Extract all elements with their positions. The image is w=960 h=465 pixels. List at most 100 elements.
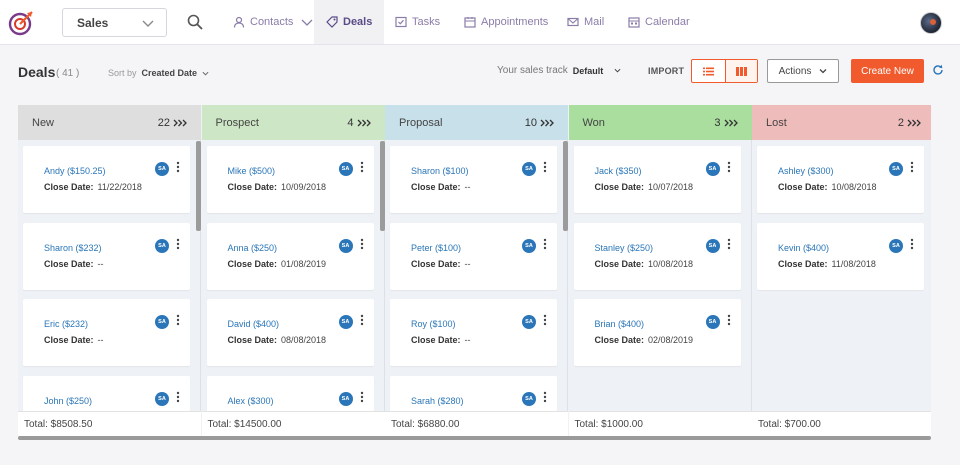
sort-by-value: Created Date <box>141 68 198 78</box>
stage-column-lost: Lost 2 Ashley ($300) SA Close Date: 10/08/201… <box>752 105 931 436</box>
deal-name-link[interactable]: Anna ($250) <box>227 243 278 253</box>
deal-card[interactable]: Eric ($232) SA Close Date: -- <box>23 299 190 366</box>
app-logo-icon[interactable] <box>8 10 34 36</box>
close-date-label: Close Date: <box>778 182 828 192</box>
deal-name-link[interactable]: Ashley ($300) <box>778 166 834 176</box>
column-scrollbar[interactable] <box>379 141 385 231</box>
deal-card[interactable]: Brian ($400) SA Close Date: 02/08/2019 <box>573 299 741 366</box>
more-options-icon[interactable] <box>176 314 180 326</box>
deal-name-link[interactable]: Sharon ($100) <box>411 166 469 176</box>
column-scrollbar[interactable] <box>563 141 568 231</box>
deal-name-link[interactable]: Stanley ($250) <box>594 243 654 253</box>
deal-name-link[interactable]: David ($400) <box>227 319 280 329</box>
deal-card[interactable]: Anna ($250) SA Close Date: 01/08/2019 <box>206 223 374 290</box>
deal-name-link[interactable]: John ($250) <box>44 396 93 406</box>
owner-badge: SA <box>522 315 536 329</box>
deal-count: ( 41 ) <box>56 68 80 79</box>
deal-name-link[interactable]: Roy ($100) <box>411 319 456 329</box>
close-date: Close Date: 10/08/2018 <box>778 182 877 192</box>
more-options-icon[interactable] <box>543 238 547 250</box>
chevrons-right-icon <box>540 119 554 126</box>
deal-card[interactable]: Stanley ($250) SA Close Date: 10/08/2018 <box>573 223 741 290</box>
chevron-down-icon <box>142 20 154 27</box>
stage-column-won: Won 3 Jack ($350) SA Close Date: 10/07/2018 St… <box>568 105 752 436</box>
deal-name-link[interactable]: Eric ($232) <box>44 319 89 329</box>
nav-item-contacts[interactable]: Contacts <box>233 0 313 44</box>
column-scrollbar[interactable] <box>196 141 201 231</box>
more-options-icon[interactable] <box>910 161 914 173</box>
more-options-icon[interactable] <box>543 314 547 326</box>
deal-card[interactable]: Sharon ($100) SA Close Date: -- <box>390 146 557 213</box>
sales-track-value: Default <box>572 65 604 76</box>
horizontal-scrollbar[interactable] <box>18 436 931 440</box>
board-view-button[interactable] <box>724 60 757 82</box>
more-options-icon[interactable] <box>543 161 547 173</box>
nav-item-label: Tasks <box>412 16 441 28</box>
stage-column-prospect: Prospect 4 Mike ($500) SA Close Date: 10/09/2… <box>201 105 385 436</box>
close-date-label: Close Date: <box>594 335 645 345</box>
more-options-icon[interactable] <box>360 161 364 173</box>
sort-by-control[interactable]: Sort by Created Date <box>108 68 209 78</box>
more-options-icon[interactable] <box>727 314 731 326</box>
more-options-icon[interactable] <box>360 391 364 403</box>
deal-name-link[interactable]: Peter ($100) <box>411 243 462 253</box>
more-options-icon[interactable] <box>176 238 180 250</box>
more-options-icon[interactable] <box>543 391 547 403</box>
more-options-icon[interactable] <box>176 391 180 403</box>
stage-header[interactable]: Won 3 <box>568 105 752 140</box>
view-toggle <box>691 59 758 83</box>
actions-button[interactable]: Actions <box>767 59 839 83</box>
nav-item-calendar[interactable]: Calendar <box>628 0 690 44</box>
more-options-icon[interactable] <box>176 161 180 173</box>
close-date: Close Date: 08/08/2018 <box>228 335 327 345</box>
stage-column-proposal: Proposal 10 Sharon ($100) SA Close Date: -- Pe… <box>385 105 568 436</box>
list-view-button[interactable] <box>692 60 725 82</box>
deal-card[interactable]: Roy ($100) SA Close Date: -- <box>390 299 557 366</box>
deal-card[interactable]: Peter ($100) SA Close Date: -- <box>390 223 557 290</box>
stage-header[interactable]: Proposal 10 <box>385 105 568 140</box>
deal-card[interactable]: David ($400) SA Close Date: 08/08/2018 <box>206 299 374 366</box>
deal-card[interactable]: Mike ($500) SA Close Date: 10/09/2018 <box>206 146 374 213</box>
deal-card[interactable]: Sharon ($232) SA Close Date: -- <box>23 223 190 290</box>
stage-name: Lost <box>766 116 787 129</box>
deal-name-link[interactable]: Kevin ($400) <box>778 243 830 253</box>
more-options-icon[interactable] <box>360 314 364 326</box>
owner-badge: SA <box>705 315 720 329</box>
more-options-icon[interactable] <box>910 238 914 250</box>
more-options-icon[interactable] <box>727 161 731 173</box>
deal-name-link[interactable]: Jack ($350) <box>594 166 642 176</box>
sort-by-label: Sort by <box>108 68 137 78</box>
deal-name-link[interactable]: Sharon ($232) <box>44 243 102 253</box>
import-link[interactable]: IMPORT <box>648 66 685 76</box>
deal-card[interactable]: Jack ($350) SA Close Date: 10/07/2018 <box>573 146 741 213</box>
deal-card[interactable]: Andy ($150.25) SA Close Date: 11/22/2018 <box>23 146 190 213</box>
nav-item-tasks[interactable]: Tasks <box>395 0 440 44</box>
close-date: Close Date: 11/22/2018 <box>44 182 142 192</box>
deal-name-link[interactable]: Sarah ($280) <box>411 396 464 406</box>
sales-track-control[interactable]: Your sales track Default <box>497 65 621 76</box>
stage-header[interactable]: Prospect 4 <box>201 105 385 140</box>
stage-header[interactable]: Lost 2 <box>752 105 931 140</box>
refresh-icon[interactable] <box>932 64 944 76</box>
close-date-value: 11/08/2018 <box>831 259 876 269</box>
nav-item-mail[interactable]: Mail <box>567 0 604 44</box>
search-icon[interactable] <box>187 14 203 30</box>
deal-name-link[interactable]: Mike ($500) <box>227 166 276 176</box>
nav-item-deals[interactable]: Deals <box>314 0 385 44</box>
nav-item-label: Contacts <box>250 16 294 28</box>
close-date-value: -- <box>97 335 104 345</box>
close-date-label: Close Date: <box>594 182 645 192</box>
create-new-button[interactable]: Create New <box>851 59 924 83</box>
user-avatar[interactable] <box>920 12 942 34</box>
deal-name-link[interactable]: Andy ($150.25) <box>44 166 106 176</box>
deal-name-link[interactable]: Brian ($400) <box>594 319 645 329</box>
deal-card[interactable]: Ashley ($300) SA Close Date: 10/08/2018 <box>757 146 924 213</box>
stage-header[interactable]: New 22 <box>18 105 201 140</box>
deal-name-link[interactable]: Alex ($300) <box>227 396 274 406</box>
nav-item-appointments[interactable]: Appointments <box>464 0 548 44</box>
owner-badge: SA <box>522 239 536 253</box>
module-select[interactable]: Sales <box>62 8 167 37</box>
deal-card[interactable]: Kevin ($400) SA Close Date: 11/08/2018 <box>757 223 924 290</box>
more-options-icon[interactable] <box>360 238 364 250</box>
more-options-icon[interactable] <box>727 238 731 250</box>
